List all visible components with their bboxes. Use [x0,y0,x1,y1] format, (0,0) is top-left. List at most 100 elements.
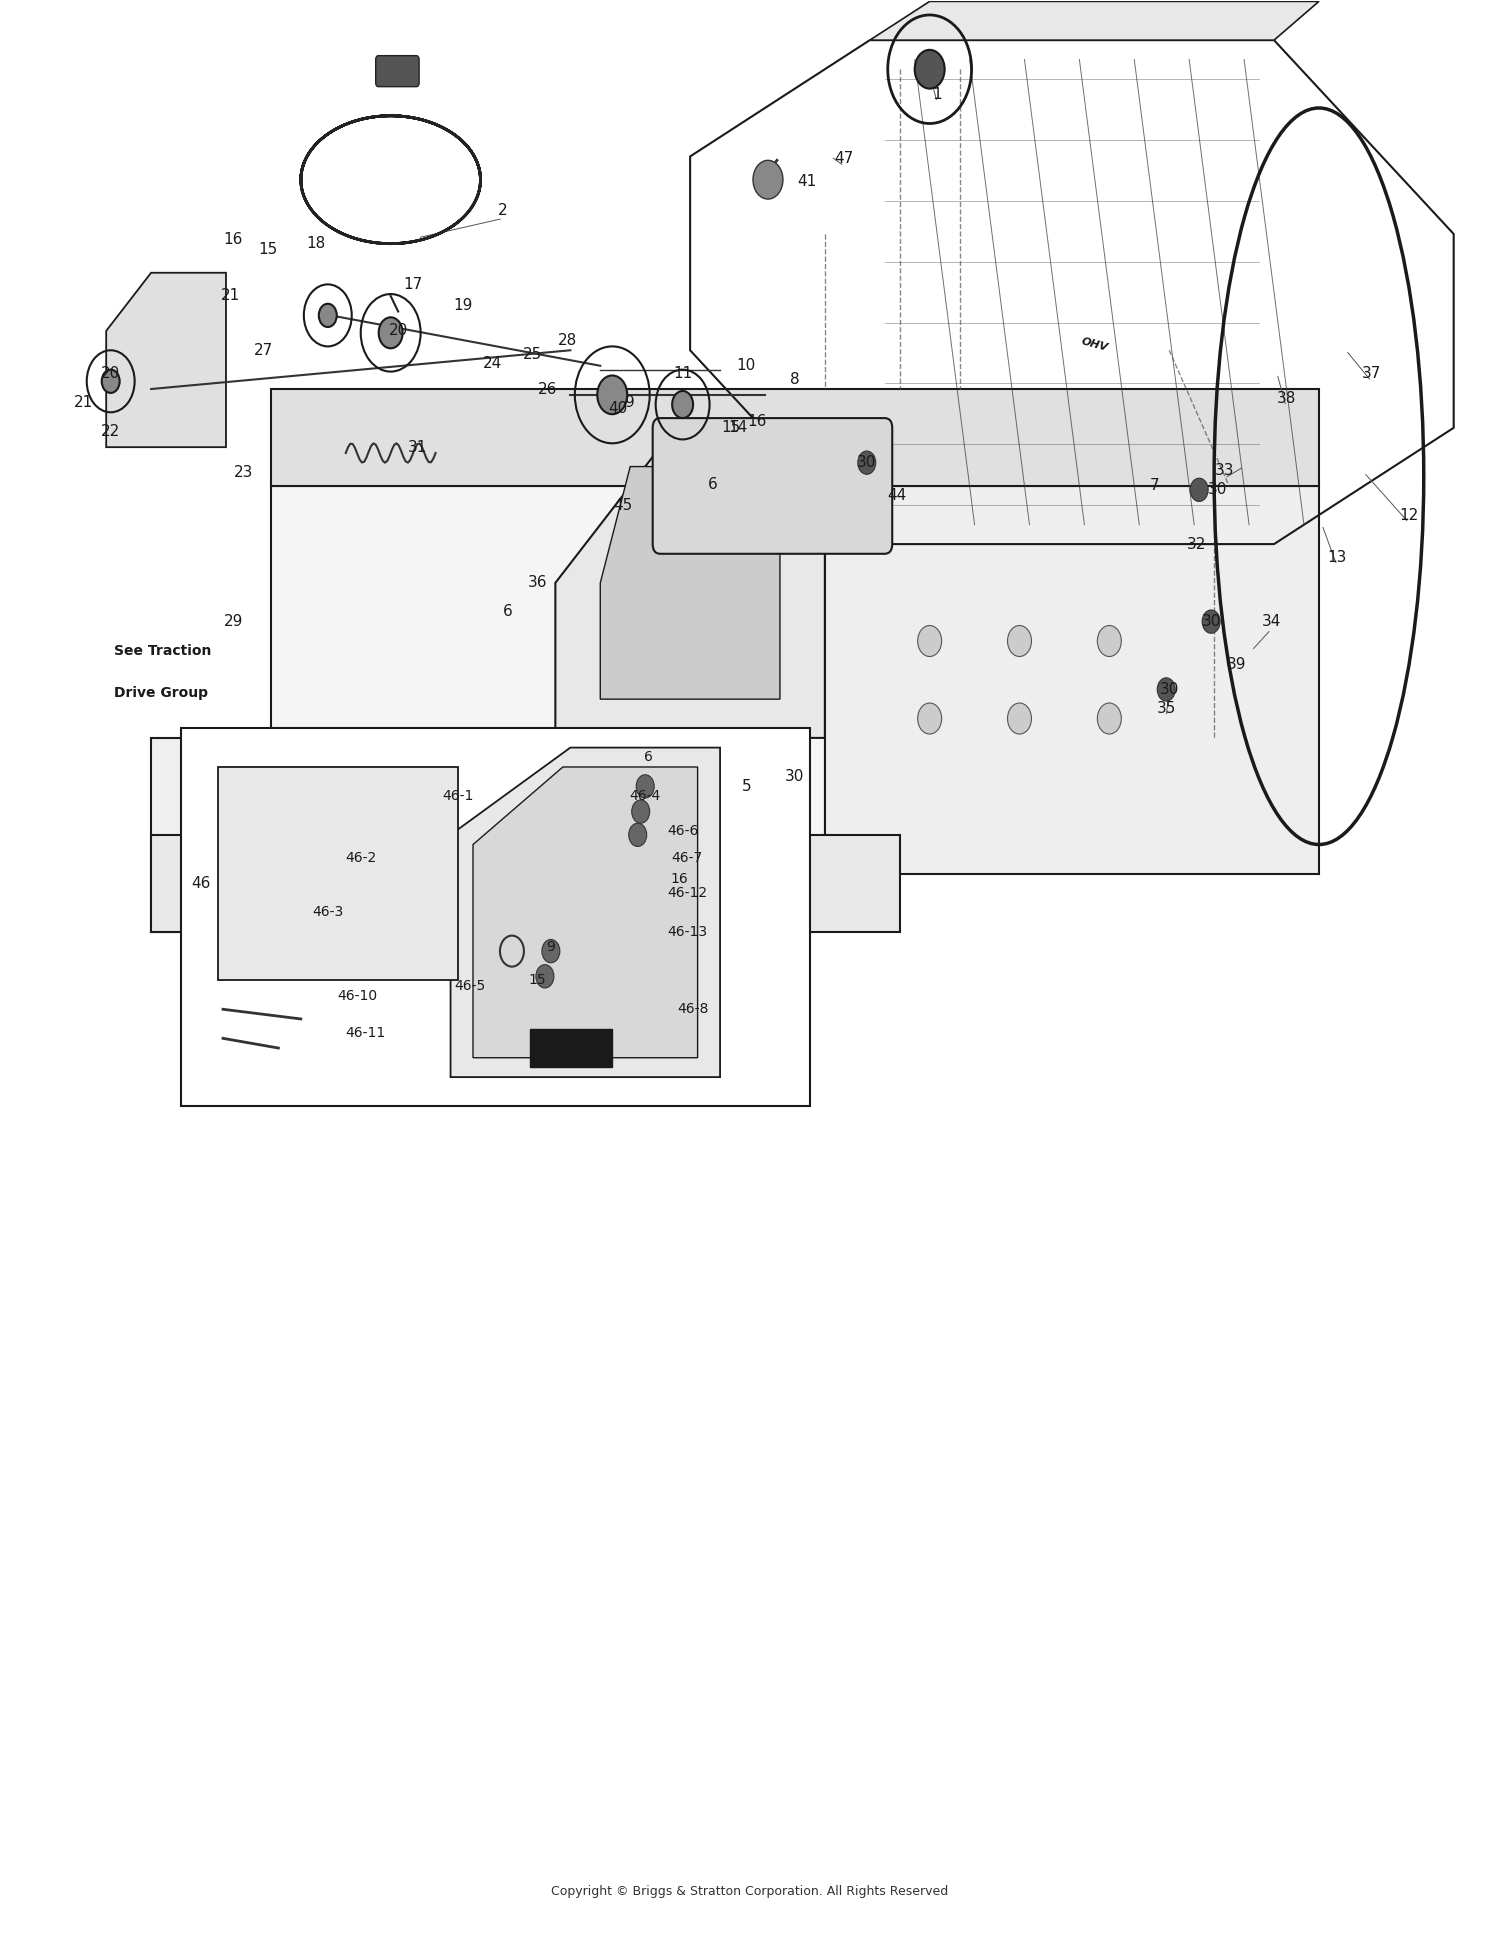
Text: 21: 21 [220,289,240,303]
Polygon shape [472,767,698,1058]
Circle shape [918,703,942,734]
Bar [530,1029,612,1068]
Circle shape [632,800,650,823]
Text: 19: 19 [453,299,472,313]
Text: OHV: OHV [1080,336,1108,353]
Text: 30: 30 [1202,613,1221,629]
Text: Copyright © Briggs & Stratton Corporation. All Rights Reserved: Copyright © Briggs & Stratton Corporatio… [552,1885,948,1898]
Text: 6: 6 [503,604,513,619]
Circle shape [102,369,120,392]
Text: 23: 23 [234,466,254,479]
Polygon shape [219,767,458,980]
Text: 18: 18 [306,237,326,250]
Text: 34: 34 [1262,613,1281,629]
Text: 2: 2 [498,204,508,217]
Text: 47: 47 [834,151,854,165]
Text: 32: 32 [1186,536,1206,551]
Text: 15: 15 [528,972,546,988]
Text: 46-13: 46-13 [668,924,706,939]
Polygon shape [272,485,825,873]
Circle shape [542,939,560,963]
Circle shape [1008,625,1032,656]
Text: 21: 21 [74,396,93,410]
Circle shape [1008,703,1032,734]
Polygon shape [152,738,570,932]
Polygon shape [106,274,226,446]
Text: 20: 20 [388,324,408,338]
Text: 16: 16 [748,415,766,429]
Circle shape [1156,677,1174,701]
Text: 9: 9 [546,939,555,955]
Text: 46-1: 46-1 [442,790,474,804]
FancyBboxPatch shape [182,728,810,1106]
Text: See Traction: See Traction [114,644,212,658]
Text: 46-7: 46-7 [672,850,702,866]
Text: 16: 16 [224,233,243,247]
Circle shape [1098,625,1122,656]
Polygon shape [450,747,720,1077]
Circle shape [320,303,338,326]
Circle shape [672,390,693,417]
FancyBboxPatch shape [375,56,419,87]
FancyBboxPatch shape [652,417,892,553]
Text: 44: 44 [886,487,906,503]
Text: 45: 45 [614,497,633,512]
Text: 17: 17 [404,278,423,291]
Text: 12: 12 [1400,507,1419,522]
Circle shape [858,450,876,474]
Text: 36: 36 [528,575,548,590]
Polygon shape [825,485,1318,873]
Text: 15: 15 [258,243,278,256]
Text: 30: 30 [856,456,876,470]
Text: 46-3: 46-3 [312,905,344,920]
Text: 14: 14 [729,421,747,435]
Text: 5: 5 [742,778,752,794]
Text: 6: 6 [644,751,652,765]
Circle shape [628,823,646,846]
Circle shape [1098,703,1122,734]
Circle shape [636,774,654,798]
Text: 46-5: 46-5 [454,978,486,994]
Text: 30: 30 [1208,481,1227,497]
Circle shape [918,625,942,656]
Text: 7: 7 [1149,477,1160,493]
Text: 26: 26 [538,382,558,396]
Text: 35: 35 [1156,701,1176,716]
Circle shape [786,765,804,788]
Text: 46-6: 46-6 [668,823,699,839]
Polygon shape [272,388,1318,485]
Circle shape [597,375,627,413]
Text: 38: 38 [1276,392,1296,406]
Text: 30: 30 [1160,681,1179,697]
Text: 28: 28 [558,334,578,347]
Text: 22: 22 [100,425,120,439]
Polygon shape [870,2,1318,41]
Text: 6: 6 [708,476,717,491]
Text: 46-8: 46-8 [678,1002,710,1017]
Text: 46: 46 [190,875,210,891]
Polygon shape [600,466,780,699]
Text: 25: 25 [524,347,543,361]
Text: 33: 33 [1215,464,1234,477]
Polygon shape [555,427,825,738]
Circle shape [753,161,783,200]
Polygon shape [152,835,900,932]
Circle shape [378,316,402,347]
Text: 46-10: 46-10 [338,988,378,1003]
Text: 1: 1 [933,87,942,103]
Text: 40: 40 [609,402,628,415]
Text: 20: 20 [100,367,120,380]
Text: 11: 11 [674,367,692,380]
Text: 27: 27 [254,344,273,357]
Text: 41: 41 [798,175,816,188]
Text: 46-4: 46-4 [630,790,662,804]
Text: 46-11: 46-11 [345,1025,386,1040]
Circle shape [915,50,945,89]
Text: 24: 24 [483,357,502,371]
Text: 16: 16 [670,872,688,887]
Text: 10: 10 [736,359,754,373]
Text: 46-2: 46-2 [345,850,376,866]
Text: 15: 15 [722,421,740,435]
Text: 8: 8 [790,373,800,386]
Circle shape [1190,477,1208,501]
